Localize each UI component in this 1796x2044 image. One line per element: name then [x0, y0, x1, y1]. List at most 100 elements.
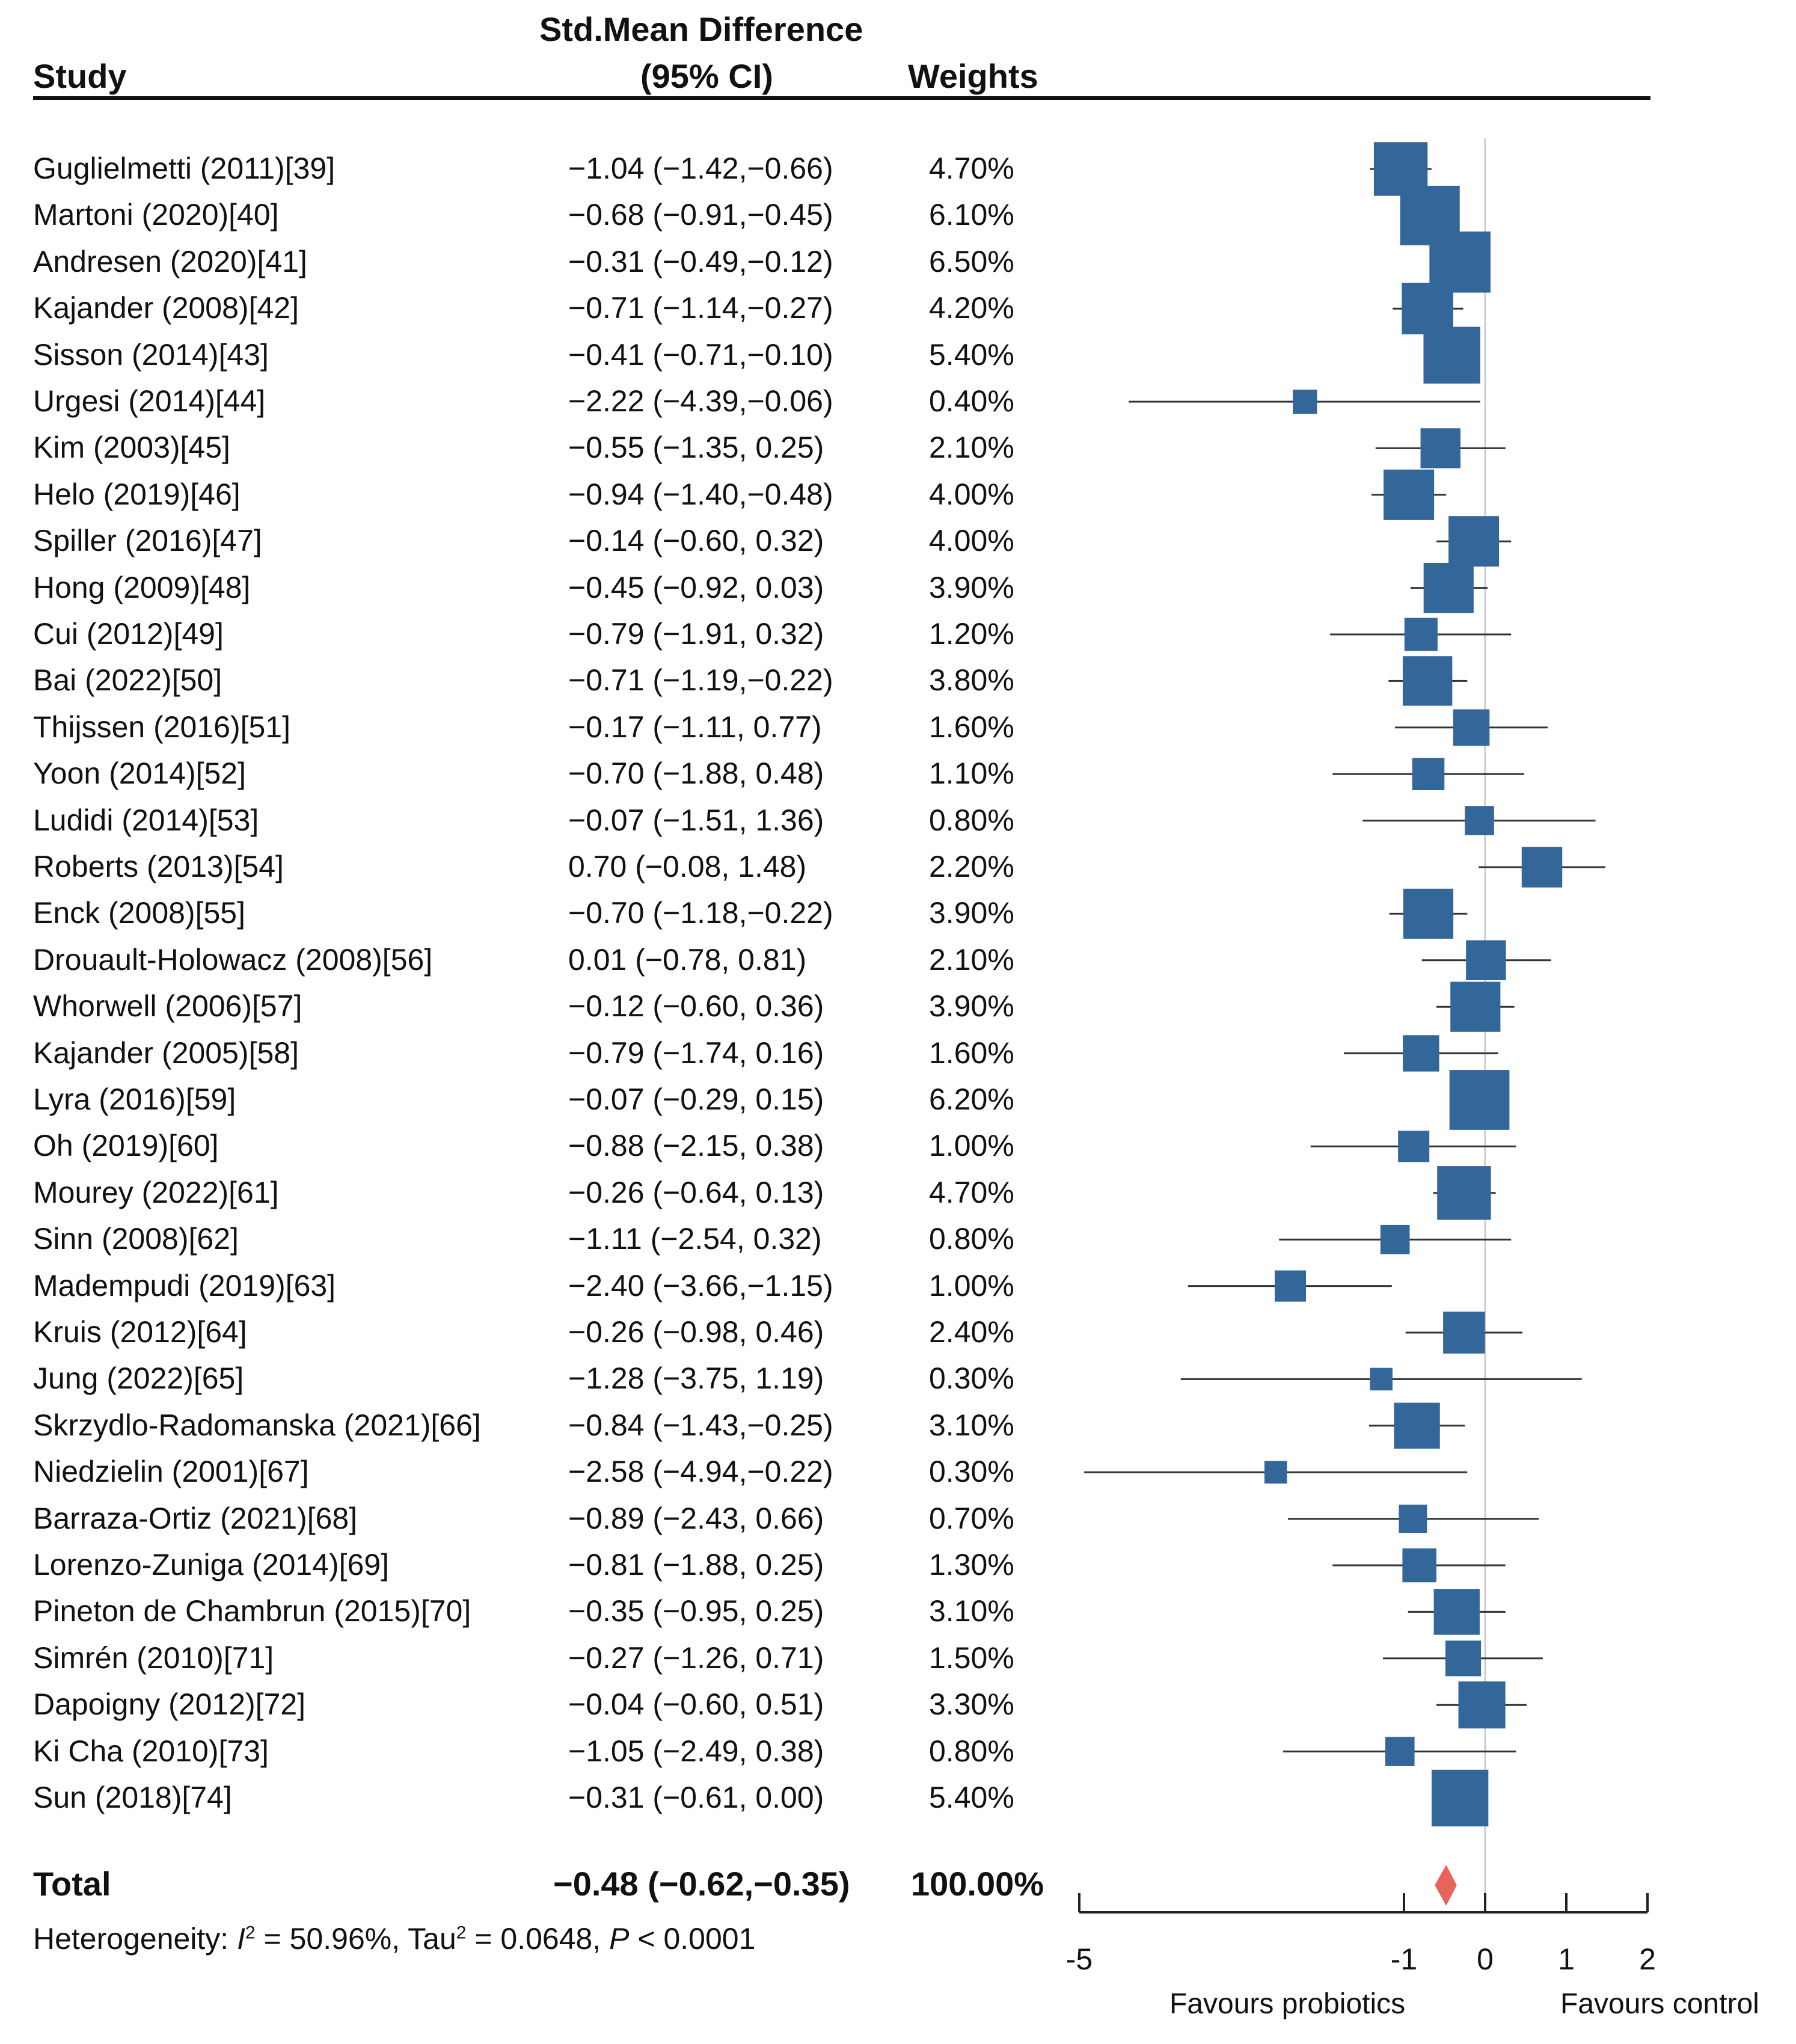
study-name: Kim (2003)[45]	[33, 431, 230, 465]
study-ci: −0.71 (−1.19,−0.22)	[568, 663, 833, 698]
study-weight: 3.10%	[929, 1594, 1014, 1628]
favours-probiotics-label: Favours probiotics	[1169, 1988, 1406, 2020]
study-weight: 3.90%	[929, 896, 1014, 930]
study-name: Enck (2008)[55]	[33, 896, 245, 930]
study-ci: −0.31 (−0.61, 0.00)	[568, 1781, 824, 1814]
point-estimate-box	[1450, 981, 1501, 1032]
study-name: Pineton de Chambrun (2015)[70]	[33, 1594, 471, 1628]
study-ci: −2.58 (−4.94,−0.22)	[568, 1455, 833, 1489]
point-estimate-box	[1449, 1070, 1510, 1130]
study-name: Hong (2009)[48]	[33, 570, 251, 604]
study-name: Spiller (2016)[47]	[33, 524, 262, 558]
study-weight: 5.40%	[929, 1781, 1014, 1814]
study-ci: −0.70 (−1.18,−0.22)	[568, 896, 833, 930]
study-weight: 0.70%	[929, 1501, 1014, 1535]
i-squared-symbol: I	[237, 1922, 245, 1956]
point-estimate-box	[1443, 1312, 1485, 1354]
study-ci: −0.79 (−1.74, 0.16)	[568, 1036, 824, 1070]
study-weight: 3.30%	[929, 1687, 1014, 1722]
study-weight: 2.20%	[929, 850, 1014, 883]
study-header: Study	[33, 57, 127, 95]
study-name: Thijssen (2016)[51]	[33, 710, 291, 744]
study-weight: 0.80%	[929, 1222, 1014, 1256]
study-name: Sinn (2008)[62]	[33, 1222, 239, 1256]
point-estimate-box	[1429, 232, 1491, 293]
study-ci: 0.01 (−0.78, 0.81)	[568, 942, 807, 977]
study-weight: 1.50%	[929, 1640, 1014, 1675]
study-name: Roberts (2013)[54]	[33, 850, 284, 883]
study-name: Ki Cha (2010)[73]	[33, 1734, 269, 1768]
study-name: Jung (2022)[65]	[33, 1361, 244, 1396]
study-name: Oh (2019)[60]	[33, 1129, 219, 1163]
study-ci: −0.89 (−2.43, 0.66)	[568, 1501, 824, 1535]
study-weight: 1.60%	[929, 710, 1014, 744]
study-weight: 0.30%	[929, 1361, 1014, 1396]
study-weight: 0.80%	[929, 803, 1014, 837]
point-estimate-box	[1437, 1166, 1491, 1220]
study-ci: −0.71 (−1.14,−0.27)	[568, 291, 833, 325]
study-ci: −0.26 (−0.98, 0.46)	[568, 1315, 824, 1349]
study-ci: −0.41 (−0.71,−0.10)	[568, 337, 833, 372]
study-ci: −1.28 (−3.75, 1.19)	[568, 1361, 824, 1396]
study-ci: −0.88 (−2.15, 0.38)	[568, 1129, 824, 1163]
point-estimate-box	[1402, 1548, 1436, 1583]
study-ci: −1.05 (−2.49, 0.38)	[568, 1734, 824, 1768]
study-ci: −0.35 (−0.95, 0.25)	[568, 1594, 824, 1628]
study-ci: −0.55 (−1.35, 0.25)	[568, 431, 824, 465]
i-squared-value: = 50.96%, Tau	[255, 1922, 456, 1956]
p-value: < 0.0001	[629, 1922, 756, 1956]
point-estimate-box	[1293, 389, 1317, 414]
study-name: Andresen (2020)[41]	[33, 244, 307, 278]
point-estimate-box	[1398, 1131, 1430, 1162]
study-weight: 3.90%	[929, 989, 1014, 1024]
study-weight: 6.50%	[929, 244, 1014, 278]
point-estimate-box	[1402, 283, 1453, 334]
study-ci: 0.70 (−0.08, 1.48)	[568, 850, 807, 883]
tau-value: = 0.0648,	[466, 1922, 610, 1956]
study-weight: 2.40%	[929, 1315, 1014, 1349]
study-weight: 3.90%	[929, 570, 1014, 604]
study-name: Guglielmetti (2011)[39]	[33, 152, 336, 185]
point-estimate-box	[1458, 1681, 1506, 1729]
study-weight: 6.10%	[929, 198, 1014, 232]
study-weight: 1.10%	[929, 757, 1014, 791]
x-tick-label: -1	[1391, 1942, 1417, 1976]
point-estimate-box	[1423, 327, 1480, 384]
study-name: Lyra (2016)[59]	[33, 1082, 236, 1116]
point-estimate-box	[1275, 1270, 1306, 1302]
total-ci: −0.48 (−0.62,−0.35)	[553, 1865, 850, 1903]
study-name: Urgesi (2014)[44]	[33, 384, 266, 418]
point-estimate-box	[1370, 1367, 1393, 1391]
point-estimate-box	[1445, 1640, 1482, 1677]
point-estimate-box	[1394, 1402, 1440, 1449]
study-weight: 5.40%	[929, 337, 1014, 372]
tau-sup: 2	[456, 1923, 467, 1943]
study-weight: 4.70%	[929, 152, 1014, 185]
study-ci: −1.11 (−2.54, 0.32)	[568, 1222, 822, 1256]
study-name: Cui (2012)[49]	[33, 617, 224, 651]
study-weight: 0.40%	[929, 384, 1014, 418]
heterogeneity-prefix: Heterogeneity:	[33, 1922, 238, 1956]
study-name: Kajander (2008)[42]	[33, 291, 299, 325]
study-ci: −0.31 (−0.49,−0.12)	[568, 244, 833, 278]
x-tick-label: 0	[1477, 1942, 1494, 1976]
study-name: Lorenzo-Zuniga (2014)[69]	[33, 1548, 390, 1582]
study-name: Simrén (2010)[71]	[33, 1640, 274, 1675]
weights-header: Weights	[908, 57, 1038, 95]
x-tick-label: 1	[1558, 1942, 1575, 1976]
favours-control-label: Favours control	[1560, 1988, 1759, 2020]
study-name: Bai (2022)[50]	[33, 663, 222, 698]
point-estimate-box	[1403, 1035, 1439, 1072]
study-weight: 3.10%	[929, 1408, 1014, 1442]
study-name: Kajander (2005)[58]	[33, 1036, 299, 1070]
study-ci: −0.27 (−1.26, 0.71)	[568, 1640, 824, 1675]
study-weight: 4.70%	[929, 1175, 1014, 1209]
study-name: Niedzielin (2001)[67]	[33, 1455, 309, 1489]
study-weight: 0.80%	[929, 1734, 1014, 1768]
heterogeneity-text: Heterogeneity: I2 = 50.96%, Tau2 = 0.064…	[33, 1921, 755, 1956]
study-ci: −0.14 (−0.60, 0.32)	[568, 524, 824, 558]
point-estimate-box	[1423, 563, 1474, 613]
smd-header-line2: (95% CI)	[640, 57, 773, 95]
point-estimate-box	[1431, 1769, 1489, 1827]
